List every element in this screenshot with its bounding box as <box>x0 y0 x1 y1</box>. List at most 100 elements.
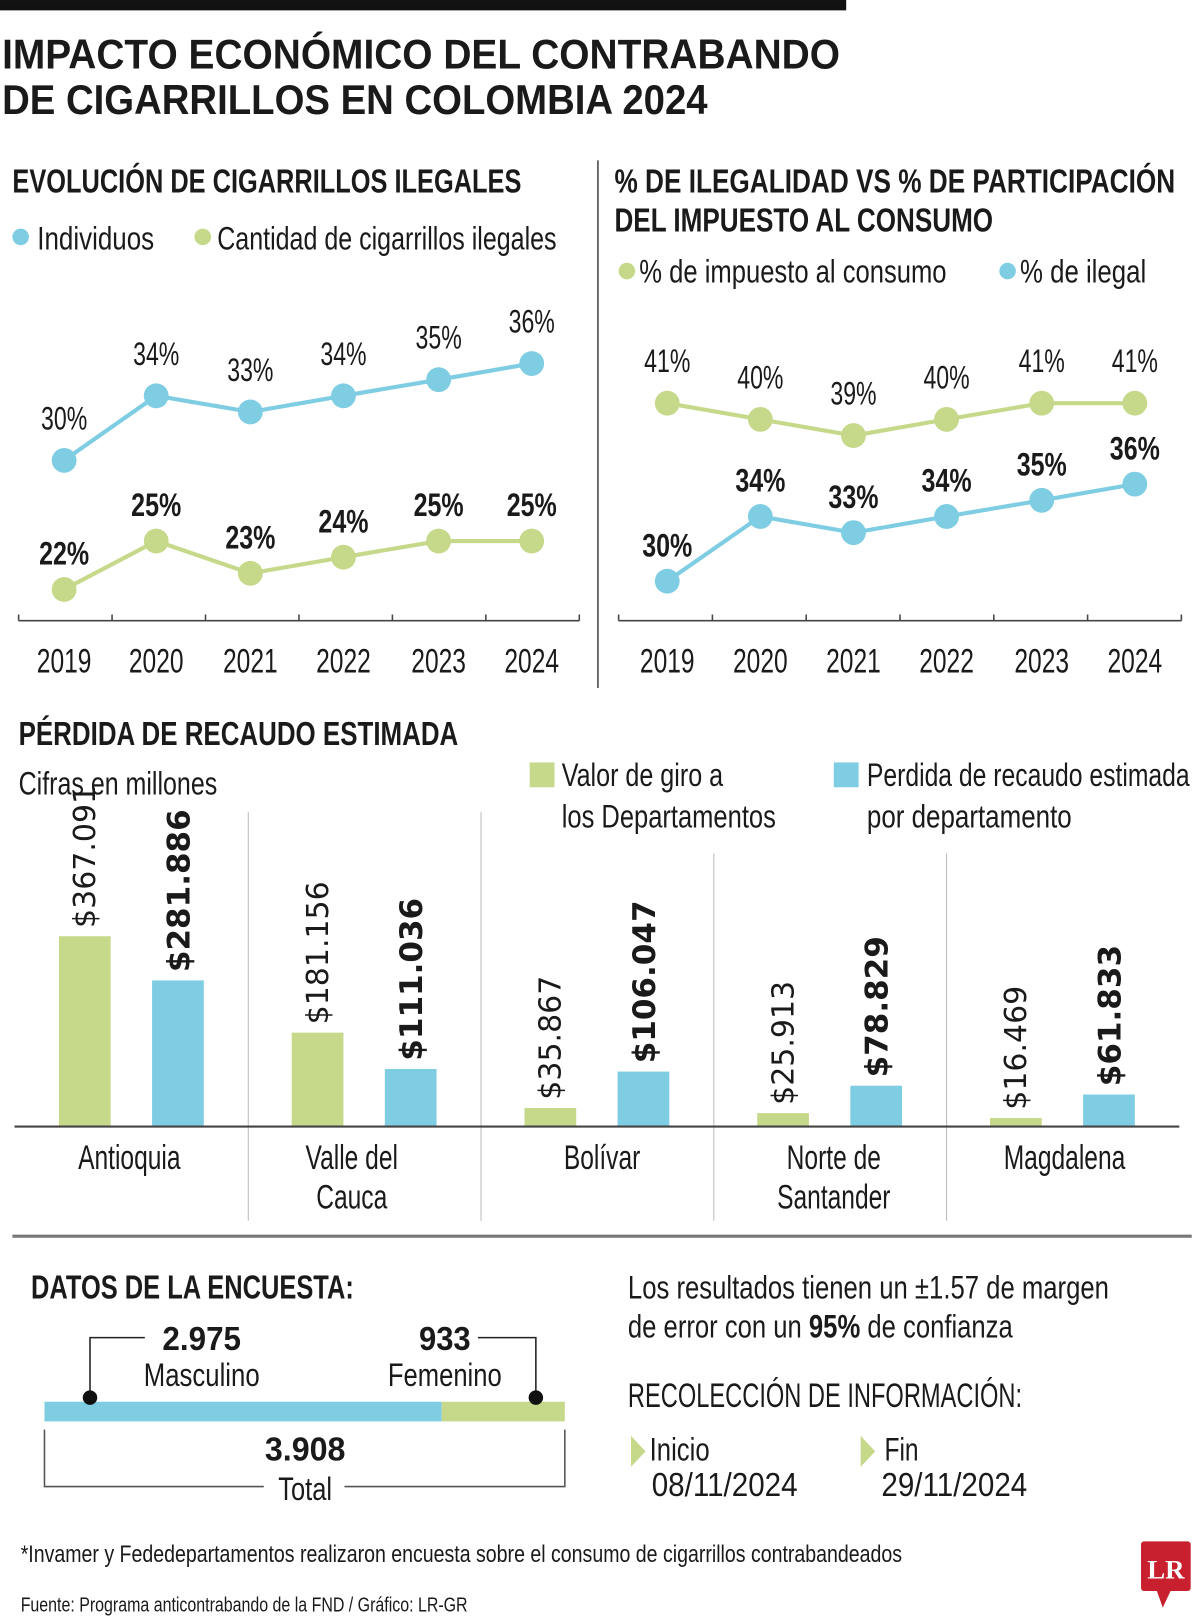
x-tick-label: 2024 <box>504 643 559 681</box>
x-tick-label-group: 2021 <box>223 643 278 681</box>
category-label: Valle del <box>306 1139 398 1177</box>
legend-swatch-giro <box>529 762 555 788</box>
data-point <box>519 528 545 554</box>
legend-label-individuos: Individuos <box>37 220 154 256</box>
data-point <box>747 504 773 529</box>
bar-value-label: $25.913 <box>766 981 801 1105</box>
source: Fuente: Programa anticontrabando de la F… <box>21 1594 468 1617</box>
legend-dot-cigarrillos <box>194 228 212 246</box>
data-label: 30% <box>41 401 87 437</box>
data-label-group: 40% <box>923 360 969 396</box>
legend-label-giro-1: Valor de giro a <box>562 757 724 793</box>
total-label: Total <box>278 1471 332 1507</box>
main-title-line2: DE CIGARRILLOS EN COLOMBIA 2024 <box>2 77 708 123</box>
category-label-group: Bolívar <box>564 1139 641 1177</box>
total-bracket-left <box>43 1429 264 1488</box>
data-point <box>143 383 169 409</box>
category-label-group: Antioquia <box>78 1139 181 1177</box>
left-chart-title: EVOLUCIÓN DE CIGARRILLOS ILEGALES <box>12 162 521 200</box>
data-label-group: 33% <box>828 480 878 516</box>
bar-chart-subtitle: Cifras en millones <box>19 766 218 802</box>
data-point <box>237 560 263 586</box>
data-point <box>654 568 680 594</box>
right-chart-title-line1: % DE ILEGALIDAD VS % DE PARTICIPACIÓN <box>614 162 1175 200</box>
bar-value-label: $61.833 <box>1092 945 1128 1086</box>
bar-value-label: $111.036 <box>394 898 430 1061</box>
legend-dot-impuesto <box>618 262 636 280</box>
confidence-value: 95% <box>809 1309 860 1345</box>
legend-label-giro-2: los Departamentos <box>562 799 776 835</box>
data-point <box>51 577 77 602</box>
data-label: 40% <box>737 360 783 396</box>
data-label: 35% <box>1017 448 1067 484</box>
lr-logo: LR <box>1141 1541 1191 1608</box>
margin-text-line1: Los resultados tienen un ±1.57 de margen <box>628 1269 1109 1305</box>
data-point <box>1029 487 1055 513</box>
end-date: 29/11/2024 <box>881 1467 1027 1504</box>
data-label-group: 41% <box>1019 343 1065 379</box>
data-label-group: 34% <box>133 336 179 372</box>
x-tick-label: 2019 <box>640 643 695 681</box>
bar-value-label: $35.867 <box>534 976 569 1100</box>
data-point <box>1029 390 1055 416</box>
data-label: 41% <box>1112 343 1158 379</box>
category-label: Bolívar <box>564 1139 641 1177</box>
legend-label-perdida-1: Perdida de recaudo estimada <box>867 757 1190 793</box>
start-label: Inicio <box>650 1432 710 1468</box>
data-label: 22% <box>39 537 89 573</box>
data-label: 34% <box>735 464 785 500</box>
end-label: Fin <box>884 1432 918 1468</box>
x-tick-label-group: 2020 <box>733 643 788 681</box>
female-marker-dot <box>528 1390 544 1405</box>
category-label: Santander <box>777 1178 890 1216</box>
data-label-group: 22% <box>39 537 89 573</box>
data-label-group: 35% <box>1017 448 1067 484</box>
series-line <box>666 401 1135 438</box>
bar-chart-title: PÉRDIDA DE RECAUDO ESTIMADA <box>19 715 459 753</box>
footnote: *Invamer y Fededepartamentos realizaron … <box>21 1541 902 1568</box>
data-label-group: 30% <box>41 401 87 437</box>
legend-label-ilegal: % de ilegal <box>1020 253 1146 289</box>
charts-layer: 2019 2020 2021 2022 2023 2024 30% 34% 33% 34% 35% 3… <box>14 304 1183 1221</box>
bar-value-label-group: $16.469 <box>999 986 1034 1110</box>
x-tick-label: 2020 <box>733 643 788 681</box>
bar <box>524 1107 577 1127</box>
legend-dot-individuos <box>12 228 29 246</box>
data-label-group: 25% <box>507 488 557 524</box>
series-line <box>62 361 533 463</box>
bar <box>617 1071 670 1127</box>
data-point <box>1122 390 1148 416</box>
survey-bar-female <box>441 1401 565 1422</box>
data-label-group: 36% <box>1110 431 1160 467</box>
data-point <box>654 390 680 416</box>
bar <box>58 936 111 1127</box>
female-label: Femenino <box>388 1357 502 1393</box>
x-tick-label-group: 2023 <box>411 643 466 681</box>
data-label: 24% <box>318 504 368 540</box>
category-label: Cauca <box>316 1178 387 1216</box>
x-tick-label: 2023 <box>411 643 466 681</box>
category-label-group: Cauca <box>316 1178 387 1216</box>
bar-value-label-group: $35.867 <box>534 976 569 1100</box>
data-label: 40% <box>923 360 969 396</box>
category-label: Antioquia <box>78 1139 181 1177</box>
bar <box>1083 1094 1135 1127</box>
bar <box>152 980 204 1127</box>
male-marker-dot <box>82 1390 98 1405</box>
legend-label-impuesto: % de impuesto al consumo <box>639 253 946 289</box>
data-point <box>143 528 169 554</box>
category-label-group: Santander <box>777 1178 890 1216</box>
data-label-group: 34% <box>735 464 785 500</box>
data-point <box>841 520 866 546</box>
data-label-group: 30% <box>642 528 692 564</box>
x-tick-label: 2022 <box>316 643 371 681</box>
bar-value-label-group: $25.913 <box>766 981 801 1105</box>
data-label: 41% <box>1019 343 1065 379</box>
data-point <box>519 351 545 376</box>
x-tick-label-group: 2023 <box>1014 643 1069 681</box>
x-tick-label-group: 2022 <box>919 643 974 681</box>
start-arrow-icon <box>631 1435 646 1467</box>
legend-label-cigarrillos: Cantidad de cigarrillos ilegales <box>217 220 556 256</box>
lr-logo-text: LR <box>1147 1555 1185 1585</box>
